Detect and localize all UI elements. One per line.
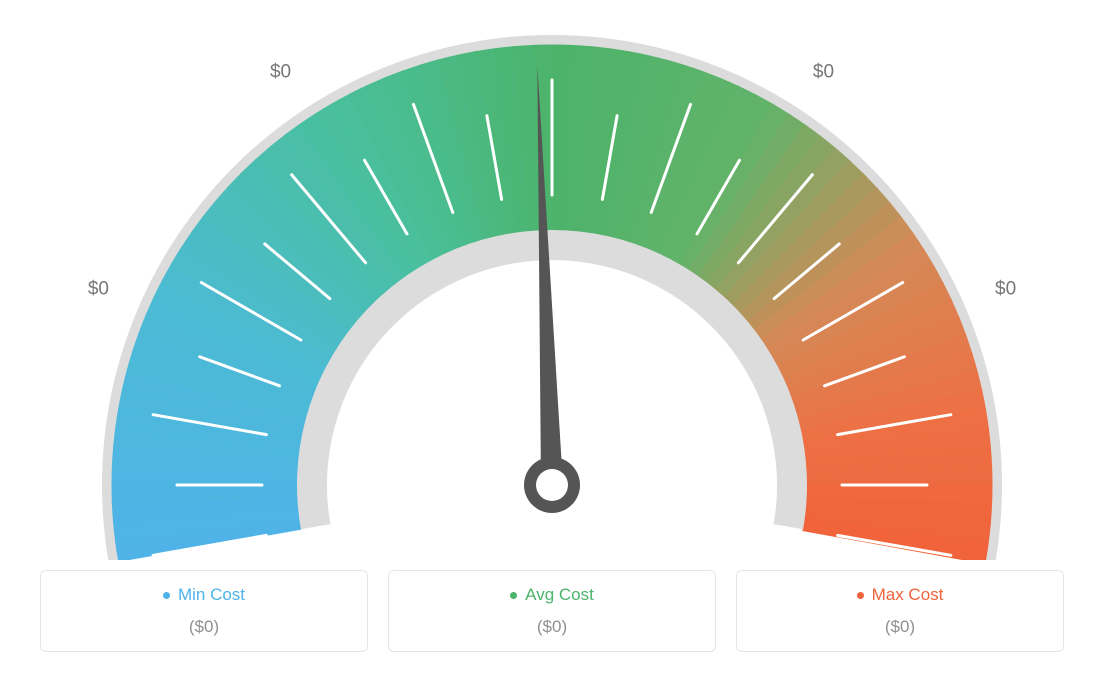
legend-title-min: Min Cost (163, 585, 245, 605)
legend-row: Min Cost ($0) Avg Cost ($0) Max Cost ($0… (0, 570, 1104, 652)
legend-label-max: Max Cost (872, 585, 944, 605)
svg-text:$0: $0 (813, 61, 834, 82)
svg-text:$0: $0 (995, 278, 1016, 299)
gauge-svg: $0$0$0$0$0$0$0 (0, 0, 1104, 560)
legend-value-max: ($0) (747, 617, 1053, 637)
svg-text:$0: $0 (541, 0, 562, 1)
legend-label-avg: Avg Cost (525, 585, 594, 605)
legend-card-min: Min Cost ($0) (40, 570, 368, 652)
cost-gauge-chart: $0$0$0$0$0$0$0 Min Cost ($0) Avg Cost ($… (0, 0, 1104, 690)
legend-title-avg: Avg Cost (510, 585, 594, 605)
gauge-area: $0$0$0$0$0$0$0 (0, 0, 1104, 560)
legend-dot-max (857, 592, 864, 599)
svg-text:$0: $0 (88, 278, 109, 299)
legend-card-avg: Avg Cost ($0) (388, 570, 716, 652)
svg-text:$0: $0 (270, 61, 291, 82)
legend-title-max: Max Cost (857, 585, 944, 605)
legend-card-max: Max Cost ($0) (736, 570, 1064, 652)
legend-label-min: Min Cost (178, 585, 245, 605)
legend-dot-avg (510, 592, 517, 599)
legend-dot-min (163, 592, 170, 599)
legend-value-min: ($0) (51, 617, 357, 637)
legend-value-avg: ($0) (399, 617, 705, 637)
